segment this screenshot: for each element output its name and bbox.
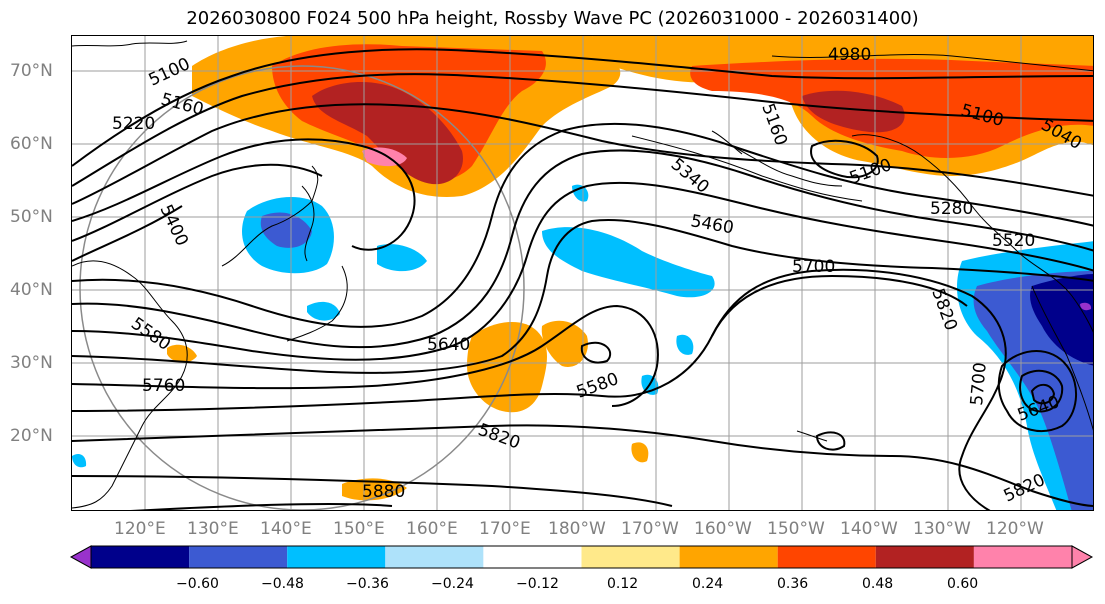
colorbar-segment — [91, 546, 190, 568]
lon-label-170e: 170°E — [479, 519, 531, 539]
colorbar-segment — [287, 546, 386, 568]
colorbar-segment — [385, 546, 484, 568]
contour-label: 5820 — [927, 286, 961, 333]
negative-anomaly-shading — [72, 184, 1093, 510]
contour-label: 5520 — [992, 231, 1035, 251]
colorbar-tick-label: 0.24 — [692, 576, 724, 592]
lon-label-180w: 180°W — [548, 519, 606, 539]
lon-label-120e: 120°E — [114, 519, 166, 539]
lon-label-150w: 150°W — [767, 519, 825, 539]
lon-label-150e: 150°E — [333, 519, 385, 539]
map-canvas: 5100 5160 5220 5400 5580 5760 5640 5580 … — [72, 36, 1093, 510]
lon-label-120w: 120°W — [986, 519, 1044, 539]
colorbar-segment — [973, 546, 1072, 568]
colorbar-extend-max — [1071, 545, 1094, 569]
lat-label-30n: 30°N — [10, 353, 53, 373]
lat-label-50n: 50°N — [10, 207, 53, 227]
colorbar-outline — [90, 545, 1073, 569]
lon-label-130e: 130°E — [187, 519, 239, 539]
colorbar-segment — [679, 546, 778, 568]
contour-label: 5760 — [142, 376, 185, 396]
colorbar-tick-label: 0.12 — [607, 576, 639, 592]
colorbar-extend-min — [69, 545, 92, 569]
colorbar-segment — [581, 546, 680, 568]
contour-label: 5220 — [112, 114, 155, 134]
lat-label-60n: 60°N — [10, 134, 53, 154]
colorbar — [69, 545, 1094, 569]
colorbar-tick-label: 0.48 — [862, 576, 894, 592]
lat-label-40n: 40°N — [10, 280, 53, 300]
coastlines — [72, 40, 1093, 509]
colorbar-tick-label: −0.12 — [516, 576, 559, 592]
map-title: 2026030800 F024 500 hPa height, Rossby W… — [186, 8, 919, 29]
colorbar-tick-label: −0.60 — [176, 576, 219, 592]
lat-label-70n: 70°N — [10, 61, 53, 81]
contour-label: 5700 — [967, 362, 991, 407]
contour-label: 4980 — [828, 45, 871, 65]
map-panel[interactable]: 5100 5160 5220 5400 5580 5760 5640 5580 … — [71, 35, 1094, 511]
lon-label-130w: 130°W — [913, 519, 971, 539]
lon-label-140w: 140°W — [840, 519, 898, 539]
colorbar-segment — [875, 546, 974, 568]
contour-label: 5700 — [792, 257, 835, 277]
colorbar-tick-label: −0.36 — [346, 576, 389, 592]
lon-label-170w: 170°W — [621, 519, 679, 539]
contour-label: 5640 — [427, 335, 470, 355]
contour-label: 5580 — [574, 369, 621, 403]
colorbar-segment — [777, 546, 876, 568]
region-circle — [79, 65, 525, 510]
colorbar-tick-label: −0.48 — [261, 576, 304, 592]
contour-label: 5160 — [757, 101, 791, 148]
height-contours — [72, 48, 1093, 510]
colorbar-tick-label: −0.24 — [431, 576, 474, 592]
lon-label-160e: 160°E — [406, 519, 458, 539]
lon-label-160w: 160°W — [694, 519, 752, 539]
colorbar-tick-label: 0.60 — [947, 576, 979, 592]
lat-label-20n: 20°N — [10, 426, 53, 446]
colorbar-segment — [483, 546, 582, 568]
contour-label: 5820 — [1001, 470, 1049, 506]
colorbar-segment — [189, 546, 288, 568]
contour-label: 5280 — [930, 199, 973, 219]
lon-label-140e: 140°E — [260, 519, 312, 539]
colorbar-tick-label: 0.36 — [777, 576, 809, 592]
contour-label: 5460 — [689, 211, 735, 238]
contour-label: 5400 — [155, 202, 191, 250]
contour-label: 5880 — [362, 482, 405, 502]
contour-label: 5100 — [146, 54, 194, 90]
